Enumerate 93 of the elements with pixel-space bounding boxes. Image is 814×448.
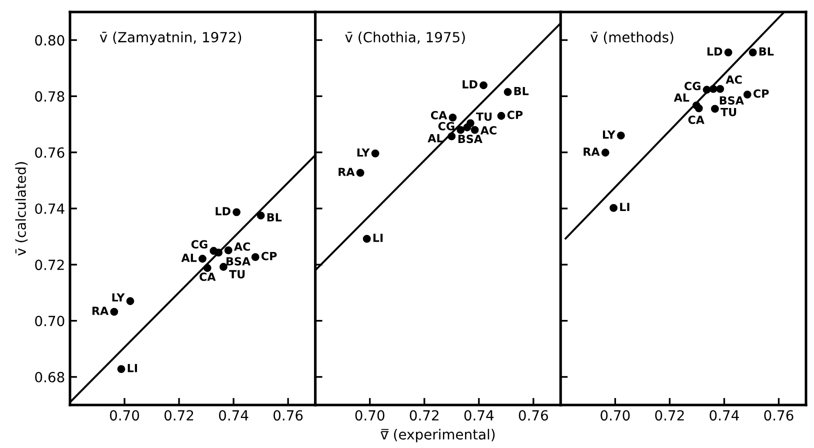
point xyxy=(256,212,265,220)
y-tick-label: 0.70 xyxy=(35,316,64,326)
point xyxy=(601,148,610,157)
point xyxy=(362,234,371,243)
annotation: LI xyxy=(128,364,137,372)
x-tick-label: 0.70 xyxy=(110,410,140,421)
annotation: CP xyxy=(261,252,277,260)
point xyxy=(126,297,134,306)
point xyxy=(709,84,718,93)
point xyxy=(448,114,457,122)
annotation: RA xyxy=(584,148,600,156)
point xyxy=(110,308,118,316)
point xyxy=(198,254,206,263)
point xyxy=(463,123,472,132)
annotation: AL xyxy=(674,94,690,102)
x-tick-label: 0.74 xyxy=(464,410,494,421)
annotation: CP xyxy=(507,110,523,120)
point xyxy=(743,90,752,98)
point xyxy=(497,112,506,120)
annotation: CA xyxy=(430,110,448,120)
annotation: LI xyxy=(620,202,630,212)
annotation: BSA xyxy=(226,257,251,266)
annotation: BL xyxy=(759,47,774,56)
point xyxy=(470,126,479,134)
annotation: AC xyxy=(726,75,742,84)
point xyxy=(356,168,364,177)
point xyxy=(203,264,212,272)
x-axis-title: v̿ (experimental) xyxy=(380,428,495,442)
annotation: CA xyxy=(688,116,704,124)
point xyxy=(694,104,703,112)
annotation: TU xyxy=(229,270,245,278)
x-tick-label: 0.74 xyxy=(219,410,248,421)
text: v̄ (Chothia, 1975) xyxy=(345,32,465,44)
annotation: RA xyxy=(338,168,355,176)
point xyxy=(724,48,732,56)
text: v̄ (methods) xyxy=(590,32,674,44)
annotation: CG xyxy=(438,122,454,130)
point xyxy=(456,126,465,134)
annotation: LY xyxy=(357,148,370,157)
annotation: LD xyxy=(462,80,478,88)
x-tick-label: 0.70 xyxy=(355,410,384,421)
y-tick-label: 0.74 xyxy=(35,203,64,214)
y-tick-label: 0.68 xyxy=(35,372,64,382)
annotation: CA xyxy=(200,272,216,281)
point xyxy=(371,150,380,158)
x-tick-label: 0.72 xyxy=(655,410,684,421)
annotation: TU xyxy=(720,108,736,116)
point xyxy=(224,246,232,254)
point xyxy=(251,253,260,262)
point xyxy=(748,48,757,56)
annotation: LD xyxy=(216,207,230,216)
annotation: RA xyxy=(92,306,109,315)
point xyxy=(610,204,618,212)
point xyxy=(214,248,223,257)
point xyxy=(448,132,456,140)
annotation: LY xyxy=(602,130,616,139)
y-tick-label: 0.76 xyxy=(35,147,64,158)
annotation: LD xyxy=(707,47,722,56)
point xyxy=(504,88,512,96)
y-tick-label: 0.78 xyxy=(35,91,64,102)
x-tick-label: 0.70 xyxy=(600,410,630,421)
point xyxy=(702,86,711,94)
y-axis-title: v̄ (calculated) xyxy=(15,162,28,256)
annotation: TU xyxy=(476,112,492,121)
annotation: BL xyxy=(267,213,282,222)
point xyxy=(232,208,241,216)
text: v̄ (Zamyatnin, 1972) xyxy=(100,32,242,46)
point xyxy=(480,81,488,90)
point xyxy=(117,365,126,374)
point xyxy=(616,132,625,140)
x-tick-label: 0.76 xyxy=(274,410,303,421)
x-tick-label: 0.76 xyxy=(764,410,794,421)
annotation: LY xyxy=(112,293,125,302)
annotation: CG xyxy=(191,240,208,249)
annotation: CG xyxy=(684,82,700,90)
annotation: AL xyxy=(181,254,197,262)
y-tick-label: 0.80 xyxy=(35,35,64,46)
x-tick-label: 0.72 xyxy=(410,410,438,421)
annotation: CP xyxy=(754,89,769,98)
annotation: AC xyxy=(480,126,496,135)
annotation: BSA xyxy=(458,134,482,144)
annotation: BSA xyxy=(720,96,744,105)
annotation: AC xyxy=(234,242,250,251)
x-tick-label: 0.72 xyxy=(164,410,194,421)
annotation: BL xyxy=(514,86,529,96)
point xyxy=(716,84,724,93)
point xyxy=(711,104,719,113)
annotation: LI xyxy=(373,234,383,242)
x-tick-label: 0.76 xyxy=(518,410,548,421)
annotation: AL xyxy=(428,134,443,142)
point xyxy=(220,262,228,271)
y-tick-label: 0.72 xyxy=(35,260,64,270)
x-tick-label: 0.74 xyxy=(710,410,739,421)
